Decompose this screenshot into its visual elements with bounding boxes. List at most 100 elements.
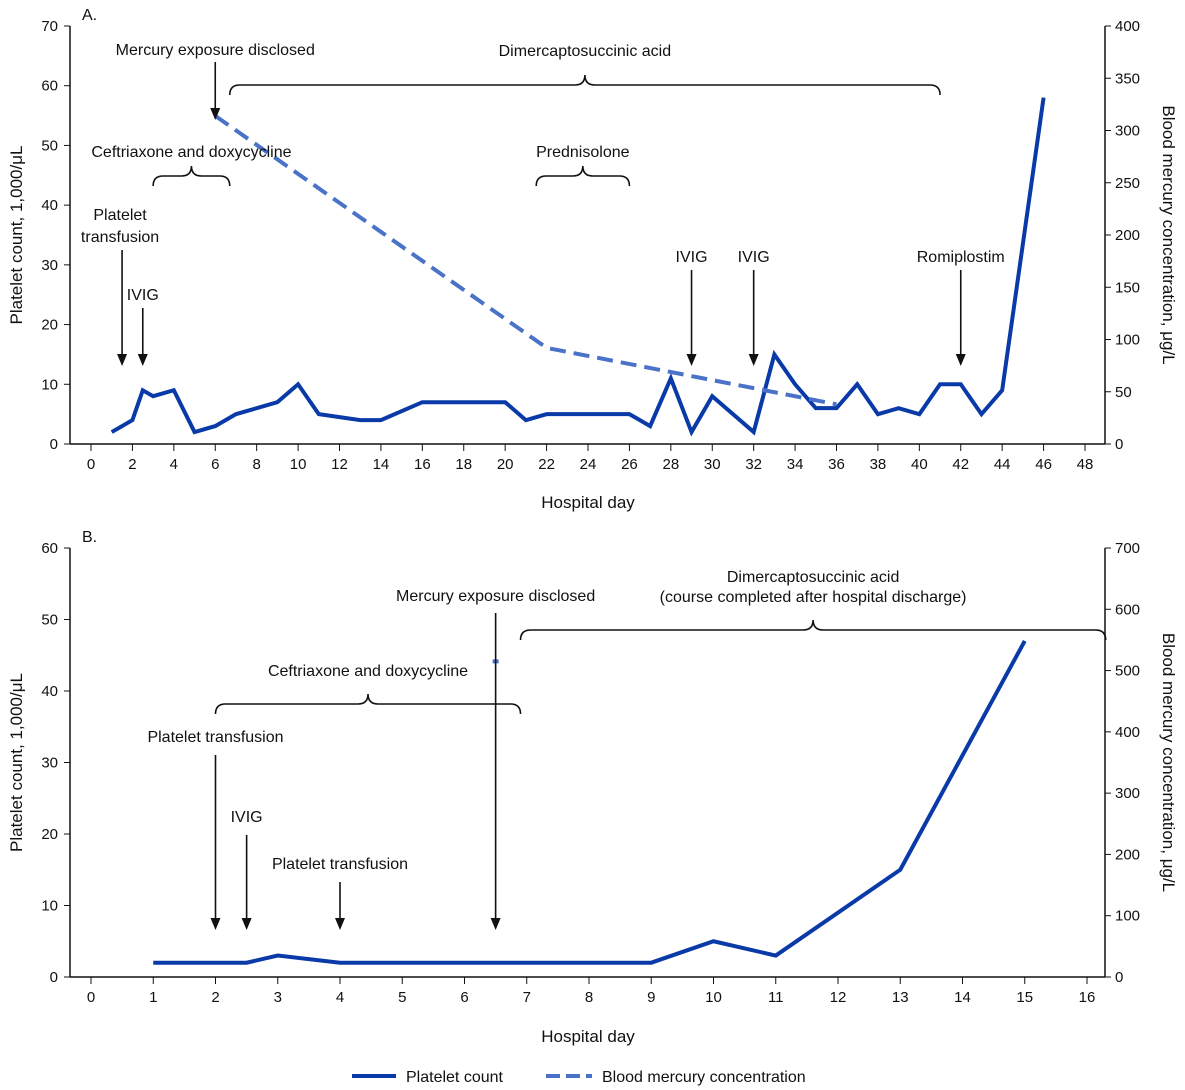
x-tick-label: 0 bbox=[87, 989, 95, 1006]
x-tick-label: 4 bbox=[170, 456, 178, 473]
arrow-head-icon bbox=[686, 354, 697, 366]
arrow-head-icon bbox=[241, 918, 252, 930]
x-tick-label: 44 bbox=[994, 456, 1011, 473]
y2-tick-label: 0 bbox=[1115, 969, 1123, 986]
y-tick-label: 70 bbox=[41, 18, 58, 35]
y-tick-label: 0 bbox=[50, 969, 58, 986]
brace bbox=[214, 693, 522, 715]
arrow-head-icon bbox=[210, 108, 221, 120]
x-axis-label: Hospital day bbox=[541, 493, 635, 512]
brace bbox=[228, 74, 941, 96]
y-tick-label: 20 bbox=[41, 826, 58, 843]
x-tick-label: 34 bbox=[787, 456, 804, 473]
x-tick-label: 32 bbox=[745, 456, 762, 473]
panel-label: A. bbox=[82, 7, 97, 24]
brace-label: (course completed after hospital dischar… bbox=[660, 589, 967, 606]
y-tick-label: 30 bbox=[41, 755, 58, 772]
brace bbox=[535, 165, 631, 187]
x-tick-label: 46 bbox=[1035, 456, 1052, 473]
y2-tick-label: 100 bbox=[1115, 908, 1140, 925]
x-tick-label: 42 bbox=[952, 456, 969, 473]
x-tick-label: 18 bbox=[455, 456, 472, 473]
y2-tick-label: 400 bbox=[1115, 18, 1140, 35]
x-tick-label: 2 bbox=[128, 456, 136, 473]
y-axis-label: Platelet count, 1,000/μL bbox=[7, 146, 26, 325]
x-tick-label: 4 bbox=[336, 989, 344, 1006]
arrow-head-icon bbox=[137, 354, 148, 366]
x-tick-label: 26 bbox=[621, 456, 638, 473]
brace-label: Dimercaptosuccinic acid bbox=[499, 43, 672, 60]
y2-tick-label: 0 bbox=[1115, 436, 1123, 453]
x-tick-label: 0 bbox=[87, 456, 95, 473]
arrow-label: Platelet transfusion bbox=[272, 856, 408, 873]
arrow-head-icon bbox=[490, 918, 501, 930]
x-tick-label: 38 bbox=[870, 456, 887, 473]
panel-label: B. bbox=[82, 529, 97, 546]
y2-tick-label: 500 bbox=[1115, 663, 1140, 680]
x-tick-label: 7 bbox=[523, 989, 531, 1006]
x-tick-label: 22 bbox=[538, 456, 555, 473]
x-tick-label: 12 bbox=[331, 456, 348, 473]
brace-label: Ceftriaxone and doxycycline bbox=[268, 663, 468, 680]
y-tick-label: 50 bbox=[41, 612, 58, 629]
legend: Platelet count Blood mercury concentratio… bbox=[352, 1069, 806, 1086]
x-tick-label: 15 bbox=[1016, 989, 1033, 1006]
y2-tick-label: 50 bbox=[1115, 384, 1132, 401]
arrow-head-icon bbox=[335, 918, 345, 930]
arrow-label: Mercury exposure disclosed bbox=[116, 42, 315, 59]
arrow-head-icon bbox=[955, 354, 966, 366]
x-tick-label: 8 bbox=[252, 456, 260, 473]
x-tick-label: 30 bbox=[704, 456, 721, 473]
x-tick-label: 40 bbox=[911, 456, 928, 473]
y2-tick-label: 300 bbox=[1115, 785, 1140, 802]
arrow-head-icon bbox=[117, 354, 128, 366]
arrow-head-icon bbox=[748, 354, 759, 366]
y-tick-label: 60 bbox=[41, 540, 58, 557]
y2-tick-label: 700 bbox=[1115, 540, 1140, 557]
y2-tick-label: 200 bbox=[1115, 227, 1140, 244]
panel-a: A.01020304050607005010015020025030035040… bbox=[7, 7, 1178, 512]
mercury-line bbox=[214, 114, 837, 407]
x-tick-label: 2 bbox=[211, 989, 219, 1006]
y-tick-label: 10 bbox=[41, 376, 58, 393]
x-tick-label: 10 bbox=[705, 989, 722, 1006]
platelet-line bbox=[110, 97, 1046, 437]
x-tick-label: 20 bbox=[497, 456, 514, 473]
arrow-label: IVIG bbox=[738, 249, 770, 266]
arrow-label: IVIG bbox=[676, 249, 708, 266]
arrow-label: IVIG bbox=[231, 809, 263, 826]
y2-tick-label: 200 bbox=[1115, 846, 1140, 863]
y2-axis-label: Blood mercury concentration, μg/L bbox=[1159, 633, 1178, 892]
x-tick-label: 48 bbox=[1077, 456, 1094, 473]
x-tick-label: 11 bbox=[768, 989, 784, 1006]
x-tick-label: 12 bbox=[830, 989, 847, 1006]
x-tick-label: 9 bbox=[647, 989, 655, 1006]
x-tick-label: 10 bbox=[290, 456, 307, 473]
brace-label: Dimercaptosuccinic acid bbox=[727, 569, 900, 586]
x-tick-label: 1 bbox=[149, 989, 157, 1006]
legend-label: Platelet count bbox=[406, 1069, 504, 1086]
x-tick-label: 36 bbox=[828, 456, 845, 473]
x-tick-label: 8 bbox=[585, 989, 593, 1006]
y2-tick-label: 100 bbox=[1115, 332, 1140, 349]
y2-tick-label: 250 bbox=[1115, 175, 1140, 192]
legend-label: Blood mercury concentration bbox=[602, 1069, 806, 1086]
y2-tick-label: 300 bbox=[1115, 123, 1140, 140]
brace-label: Prednisolone bbox=[536, 144, 630, 161]
y2-tick-label: 350 bbox=[1115, 70, 1140, 87]
y-tick-label: 30 bbox=[41, 257, 58, 274]
y-tick-label: 40 bbox=[41, 683, 58, 700]
arrow-label: Mercury exposure disclosed bbox=[396, 588, 595, 605]
brace-label: Ceftriaxone and doxycycline bbox=[91, 144, 291, 161]
arrow-label: transfusion bbox=[81, 229, 159, 246]
x-tick-label: 6 bbox=[211, 456, 219, 473]
y-tick-label: 20 bbox=[41, 317, 58, 334]
brace bbox=[519, 619, 1107, 641]
x-tick-label: 5 bbox=[398, 989, 406, 1006]
x-tick-label: 24 bbox=[580, 456, 597, 473]
y2-tick-label: 400 bbox=[1115, 724, 1140, 741]
arrow-label: IVIG bbox=[127, 287, 159, 304]
y2-axis-label: Blood mercury concentration, μg/L bbox=[1159, 105, 1178, 364]
